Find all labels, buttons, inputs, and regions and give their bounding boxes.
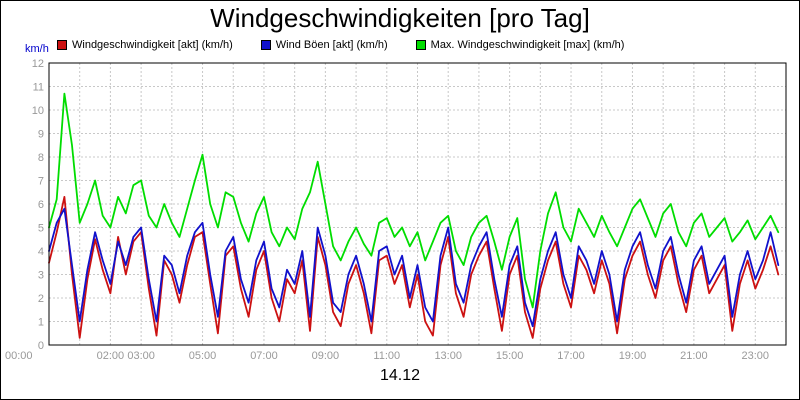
x-tick-label: 19:00 <box>619 350 647 362</box>
y-tick-label: 3 <box>38 270 44 282</box>
y-tick-label: 5 <box>38 223 44 235</box>
y-tick-label: 6 <box>38 199 44 211</box>
series-line-1 <box>48 207 780 328</box>
y-tick-label: 4 <box>38 246 44 258</box>
y-tick-label: 12 <box>32 58 44 70</box>
y-tick-label: 8 <box>38 152 44 164</box>
x-tick-label: 02:00 <box>97 350 125 362</box>
y-tick-label: 2 <box>38 293 44 305</box>
x-tick-label: 21:00 <box>680 350 708 362</box>
x-tick-label: 13:00 <box>434 350 462 362</box>
y-tick-label: 0 <box>38 340 44 352</box>
date-label: 14.12 <box>379 367 421 384</box>
legend-label: Wind Böen [akt] (km/h) <box>275 39 388 51</box>
y-tick-label: 9 <box>38 129 44 141</box>
x-tick-label: 05:00 <box>189 350 217 362</box>
x-tick-label: 11:00 <box>373 350 400 362</box>
y-tick-label: 7 <box>38 176 44 188</box>
plot-border <box>48 62 787 346</box>
y-axis-unit-label: km/h <box>25 43 49 55</box>
y-tick-label: 11 <box>33 82 44 94</box>
chart-title: Windgeschwindigkeiten [pro Tag] <box>210 3 590 33</box>
series-line-2 <box>48 92 780 309</box>
y-tick-label: 10 <box>32 105 44 117</box>
x-tick-label: 03:00 <box>127 350 155 362</box>
legend-item-1: Wind Böen [akt] (km/h) <box>260 39 388 51</box>
x-tick-label: 17:00 <box>557 350 585 362</box>
legend-label: Max. Windgeschwindigkeit [max] (km/h) <box>430 39 625 51</box>
y-tick-label: 1 <box>38 317 44 329</box>
legend-swatch-icon <box>57 40 67 50</box>
x-tick-label: 23:00 <box>742 350 770 362</box>
x-tick-label: 15:00 <box>496 350 524 362</box>
chart-legend: Windgeschwindigkeit [akt] (km/h) Wind Böe… <box>57 39 624 51</box>
legend-item-0: Windgeschwindigkeit [akt] (km/h) <box>57 39 233 51</box>
x-tick-label: 09:00 <box>312 350 340 362</box>
legend-label: Windgeschwindigkeit [akt] (km/h) <box>72 39 233 51</box>
legend-swatch-icon <box>260 40 271 50</box>
x-tick-label: 07:00 <box>250 350 278 362</box>
x-tick-label: 00:00 <box>5 350 33 362</box>
legend-item-2: Max. Windgeschwindigkeit [max] (km/h) <box>415 39 625 51</box>
legend-swatch-icon <box>415 40 426 50</box>
series-line-0 <box>48 195 780 339</box>
